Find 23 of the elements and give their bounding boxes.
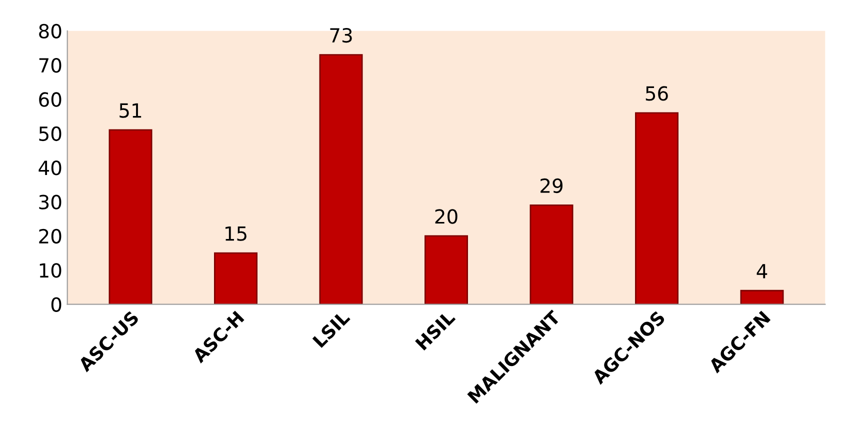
data-label: 15	[226, 226, 246, 241]
bar	[214, 252, 258, 304]
data-label: 29	[540, 178, 563, 194]
bar	[635, 112, 679, 304]
y-tick-label: 80	[39, 24, 62, 39]
bar	[108, 129, 152, 304]
y-tick-label: 30	[39, 194, 62, 210]
bar	[424, 235, 468, 304]
data-label: 4	[756, 264, 768, 278]
y-tick-label: 0	[51, 297, 62, 312]
y-tick-label: 40	[38, 160, 62, 176]
data-label: 20	[435, 209, 458, 224]
data-label: 56	[646, 86, 668, 101]
y-tick-label: 70	[39, 58, 62, 73]
bar	[740, 290, 784, 304]
data-label: 73	[330, 28, 352, 43]
y-tick-label: 20	[39, 228, 62, 244]
bar	[319, 54, 363, 304]
y-tick-label: 50	[39, 126, 62, 142]
bar	[530, 204, 574, 304]
y-tick-label: 60	[39, 92, 62, 107]
data-label: 51	[120, 103, 142, 118]
y-tick-label: 10	[40, 263, 62, 278]
